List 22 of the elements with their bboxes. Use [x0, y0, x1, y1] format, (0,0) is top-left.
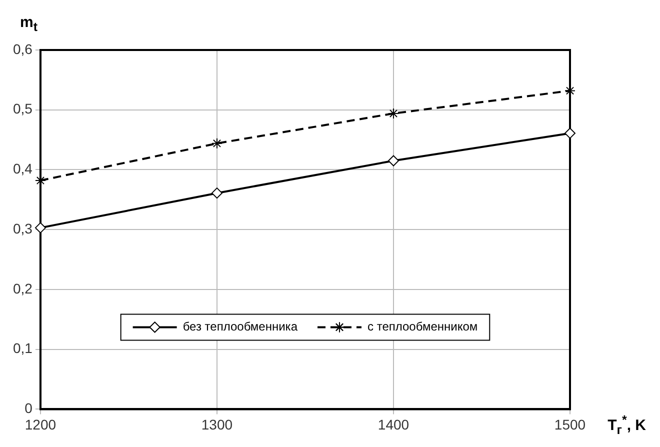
point — [388, 108, 399, 119]
point — [34, 222, 46, 234]
point — [388, 155, 399, 166]
x-tick-label: 1400 — [378, 416, 410, 432]
y-tick-label: 0,5 — [12, 100, 33, 117]
point — [564, 85, 576, 96]
y-tick-label: 0,2 — [12, 280, 33, 296]
point — [564, 128, 576, 139]
y-tick-label: 0,3 — [12, 220, 33, 236]
y-axis-title: m$_{t}$ — [20, 14, 38, 34]
point — [211, 188, 222, 199]
legend-label: без теплообменника — [182, 320, 298, 334]
x-tick-label: 1200 — [24, 416, 56, 432]
y-tick-label: 0,6 — [12, 40, 33, 57]
point — [211, 138, 222, 149]
x-axis-title: T$_{г}$$^{*}$, K — [608, 413, 646, 437]
legend-label: с теплообменником — [367, 320, 478, 334]
y-tick-label: 0,4 — [12, 160, 33, 177]
y-tick-label: 0,1 — [12, 340, 33, 356]
x-tick-label: 1300 — [201, 416, 233, 432]
y-tick-label: 0 — [24, 400, 33, 416]
x-tick-label: 1500 — [554, 416, 586, 432]
